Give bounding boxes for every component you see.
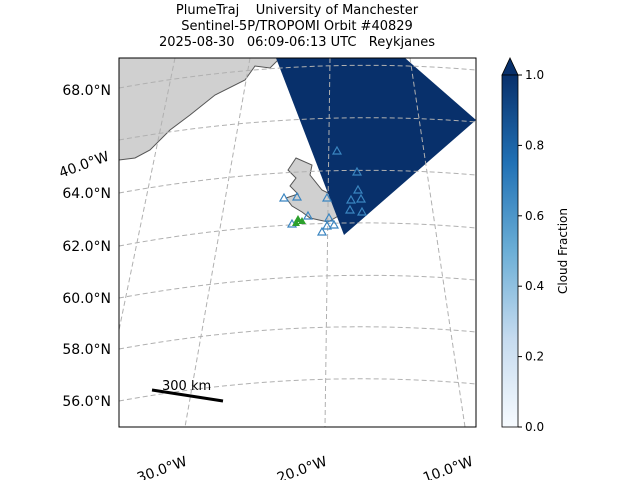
map-frame	[118, 57, 477, 428]
lon-label: 20.0°W	[275, 454, 329, 480]
greenland	[119, 58, 281, 161]
title-line: PlumeTraj University of Manchester	[176, 3, 419, 18]
lon-label: 40.0°W	[57, 149, 111, 182]
lon-label: 30.0°W	[135, 454, 189, 480]
lat-label: 56.0°N	[62, 394, 111, 410]
lat-labels: 68.0°N 64.0°N 62.0°N 60.0°N 58.0°N 56.0°…	[62, 83, 111, 410]
lat-label: 58.0°N	[62, 342, 111, 358]
lon-label: 10.0°W	[421, 454, 475, 480]
lat-label: 64.0°N	[62, 186, 111, 202]
lat-label: 68.0°N	[62, 83, 111, 99]
scale-bar	[151, 388, 224, 403]
colorbar-tick-label: 0.2	[525, 350, 544, 364]
title-line: Sentinel-5P/TROPOMI Orbit #40829	[181, 19, 413, 34]
target-markers	[292, 215, 306, 226]
map-area: 300 km	[119, 58, 476, 427]
colorbar: Cloud Fraction 0.0 0.2 0.4 0.6 0.8 1.0	[501, 57, 570, 434]
colorbar-tick-label: 0.8	[525, 138, 544, 152]
colorbar-tick-label: 1.0	[525, 68, 544, 82]
lat-label: 62.0°N	[62, 239, 111, 255]
colorbar-label: Cloud Fraction	[556, 208, 570, 294]
colorbar-tick-label: 0.6	[525, 209, 544, 223]
lat-label: 60.0°N	[62, 291, 111, 307]
volcano-markers	[278, 145, 368, 236]
colorbar-tick-label: 0.0	[525, 420, 544, 434]
colorbar-tick-label: 0.4	[525, 279, 544, 293]
title-line: 2025-08-30 06:09-06:13 UTC Reykjanes	[159, 35, 435, 50]
colorbar-extend	[501, 57, 519, 76]
colorbar-body	[501, 74, 519, 428]
scale-bar-label: 300 km	[162, 379, 211, 394]
satellite-swath	[276, 58, 476, 235]
